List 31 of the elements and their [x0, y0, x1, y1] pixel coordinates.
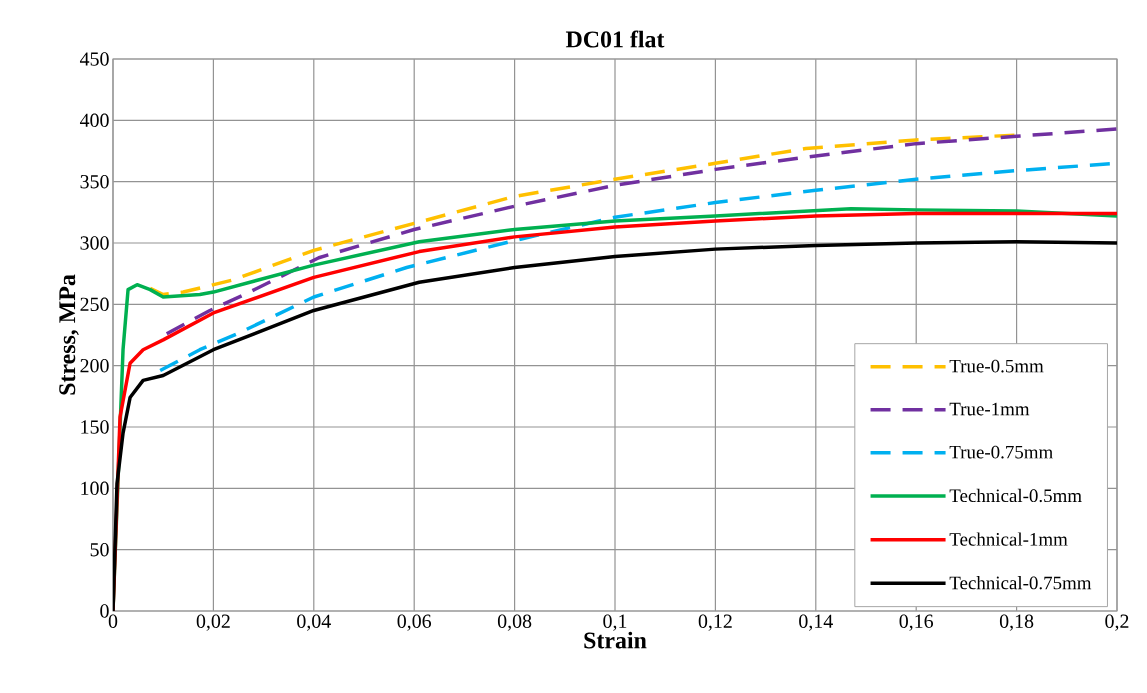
x-tick-label: 0,18	[999, 614, 1034, 631]
x-tick-label: 0,16	[899, 614, 934, 631]
y-tick-label: 0	[100, 604, 109, 618]
y-tick-label: 200	[80, 358, 109, 373]
x-tick-label: 0,08	[497, 614, 532, 631]
y-tick-label: 250	[80, 297, 109, 312]
x-tick-label: 0,1	[603, 614, 627, 631]
legend-label: Technical-1mm	[949, 532, 1068, 546]
x-tick-label: 0,02	[196, 614, 230, 631]
legend-label: True-1mm	[949, 402, 1030, 416]
y-tick-label: 100	[81, 481, 109, 496]
chart-title: DC01 flat	[565, 30, 665, 48]
legend-label: Technical-0.5mm	[949, 488, 1082, 503]
x-tick-label: 0	[108, 614, 118, 628]
y-tick-label: 300	[80, 236, 109, 250]
legend-label: Technical-0.75mm	[949, 576, 1092, 590]
x-tick-label: 0,12	[698, 614, 732, 631]
x-tick-label: 0,06	[397, 614, 432, 631]
x-tick-label: 0,2	[1105, 614, 1129, 631]
y-tick-label: 150	[81, 420, 109, 434]
y-axis-title: Stress, MPa	[59, 274, 79, 395]
y-tick-label: 50	[90, 542, 109, 557]
x-tick-label: 0,04	[297, 614, 331, 631]
x-tick-label: 0,14	[799, 614, 833, 631]
y-tick-label: 400	[79, 113, 109, 128]
y-tick-label: 450	[79, 52, 109, 66]
legend-label: True-0.5mm	[949, 359, 1044, 373]
line-series	[164, 127, 1117, 336]
x-axis-title: Strain	[584, 631, 647, 649]
legend-label: True-0.75mm	[949, 445, 1053, 459]
y-tick-label: 350	[80, 174, 109, 189]
